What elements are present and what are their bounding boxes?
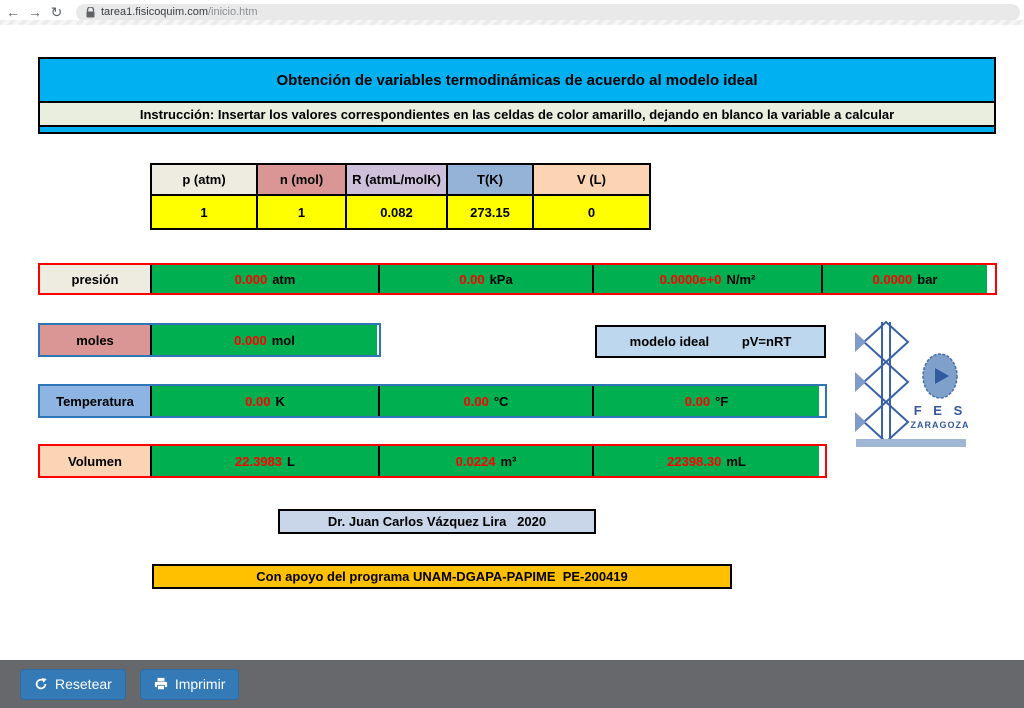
pressure-bar-value: 0.0000 <box>872 271 913 287</box>
fes-zaragoza-logo: F E S ZARAGOZA <box>855 320 970 447</box>
pressure-nm2-value: 0.0000e+0 <box>659 271 722 287</box>
input-table-value-row <box>150 194 651 230</box>
volume-row: Volumen 22.3983 L 0.0224 m³ 22398.30 mL <box>38 444 827 478</box>
pressure-row: presión 0.000 atm 0.00 kPa 0.0000e+0 N/m… <box>38 263 997 295</box>
author-box: Dr. Juan Carlos Vázquez Lira 2020 <box>278 509 596 534</box>
volume-l-unit: L <box>287 453 295 469</box>
volume-l-cell: 22.3983 L <box>150 446 378 476</box>
header-block: Obtención de variables termodinámicas de… <box>38 57 996 134</box>
temperature-f-unit: °F <box>715 393 729 409</box>
volume-m3-value: 0.0224 <box>455 453 496 469</box>
lock-icon <box>86 6 95 18</box>
volume-label: Volumen <box>40 446 150 476</box>
n-input[interactable] <box>258 196 345 228</box>
pressure-kpa-unit: kPa <box>489 271 513 287</box>
ideal-model-formula: pV=nRT <box>741 334 792 349</box>
moles-row: moles 0.000 mol <box>38 323 381 357</box>
pressure-nm2-cell: 0.0000e+0 N/m² <box>592 265 821 293</box>
r-input[interactable] <box>347 196 446 228</box>
moles-label: moles <box>40 325 150 355</box>
moles-mol-value: 0.000 <box>234 332 267 348</box>
logo-underline-bar <box>856 439 966 447</box>
moles-mol-unit: mol <box>271 332 295 348</box>
support-box: Con apoyo del programa UNAM-DGAPA-PAPIME… <box>152 564 732 589</box>
refresh-icon <box>34 677 48 691</box>
t-input[interactable] <box>448 196 532 228</box>
printer-icon <box>154 677 168 691</box>
temperature-c-unit: °C <box>493 393 509 409</box>
logo-lattice-fills <box>855 332 866 432</box>
volume-m3-unit: m³ <box>500 453 517 469</box>
reset-button[interactable]: Resetear <box>20 668 126 700</box>
temperature-f-cell: 0.00 °F <box>592 386 819 416</box>
pressure-bar-cell: 0.0000 bar <box>821 265 987 293</box>
toolbar-divider <box>0 20 1024 25</box>
ideal-model-box: modelo ideal pV=nRT <box>595 325 826 358</box>
ideal-model-label: modelo ideal <box>629 334 710 349</box>
temperature-label: Temperatura <box>40 386 150 416</box>
pressure-atm-value: 0.000 <box>234 271 268 287</box>
header-bottom-strip <box>40 127 994 132</box>
reset-button-label: Resetear <box>55 676 112 692</box>
reload-icon[interactable]: ↻ <box>50 4 63 20</box>
volume-ml-value: 22398.30 <box>667 453 722 469</box>
temperature-k-unit: K <box>275 393 285 409</box>
p-input[interactable] <box>152 196 256 228</box>
volume-ml-unit: mL <box>726 453 746 469</box>
pressure-atm-cell: 0.000 atm <box>150 265 378 293</box>
page-title: Obtención de variables termodinámicas de… <box>40 59 994 103</box>
address-bar[interactable]: tarea1.fisicoquim.com/inicio.htm <box>76 3 1020 21</box>
pressure-atm-unit: atm <box>272 271 296 287</box>
header-r: R (atmL/molK) <box>345 163 448 196</box>
temperature-c-value: 0.00 <box>463 393 489 409</box>
volume-l-value: 22.3983 <box>235 453 283 469</box>
volume-ml-cell: 22398.30 mL <box>592 446 819 476</box>
temperature-row: Temperatura 0.00 K 0.00 °C 0.00 °F <box>38 384 827 418</box>
temperature-k-value: 0.00 <box>245 393 271 409</box>
unam-crest-eagle <box>935 368 949 384</box>
url-host: tarea1.fisicoquim.com <box>101 6 208 18</box>
pressure-kpa-value: 0.00 <box>459 271 485 287</box>
header-p: p (atm) <box>150 163 258 196</box>
pressure-label: presión <box>40 265 150 293</box>
instruction-text: Instrucción: Insertar los valores corres… <box>40 103 994 127</box>
header-n: n (mol) <box>256 163 347 196</box>
logo-fes-text: F E S <box>914 403 967 418</box>
forward-icon[interactable]: → <box>28 4 42 20</box>
pressure-nm2-unit: N/m² <box>726 271 756 287</box>
input-table: p (atm) n (mol) R (atmL/molK) T(K) V (L) <box>150 163 651 230</box>
temperature-f-value: 0.00 <box>684 393 711 409</box>
volume-m3-cell: 0.0224 m³ <box>378 446 592 476</box>
print-button-label: Imprimir <box>174 676 226 692</box>
print-button[interactable]: Imprimir <box>139 668 240 700</box>
input-table-header-row: p (atm) n (mol) R (atmL/molK) T(K) V (L) <box>150 163 651 196</box>
url-path: /inicio.htm <box>208 6 258 18</box>
header-t: T(K) <box>446 163 534 196</box>
pressure-bar-unit: bar <box>917 271 938 287</box>
v-input[interactable] <box>534 196 649 228</box>
footer-bar: Resetear Imprimir <box>0 660 1024 708</box>
back-icon[interactable]: ← <box>6 4 20 20</box>
moles-mol-cell: 0.000 mol <box>150 325 377 355</box>
temperature-c-cell: 0.00 °C <box>378 386 592 416</box>
logo-lattice <box>862 320 910 444</box>
pressure-kpa-cell: 0.00 kPa <box>378 265 592 293</box>
temperature-k-cell: 0.00 K <box>150 386 378 416</box>
logo-zaragoza-text: ZARAGOZA <box>911 420 970 430</box>
header-v: V (L) <box>532 163 651 196</box>
